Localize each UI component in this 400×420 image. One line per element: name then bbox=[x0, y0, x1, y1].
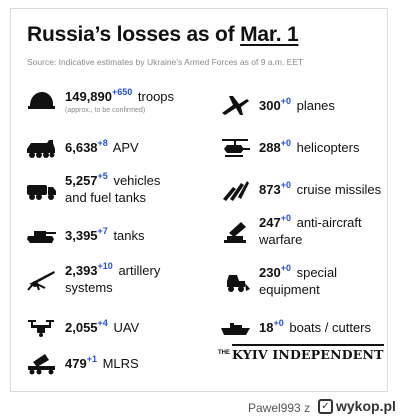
infographic-card: Russia’s losses as of Mar. 1 Source: Ind… bbox=[10, 8, 388, 392]
author-credit[interactable]: Pawel993 z bbox=[248, 401, 311, 415]
stat-special-equipment: 230+0 special equipment bbox=[219, 263, 337, 298]
apv-icon bbox=[25, 135, 57, 161]
stat-cruise-missiles: 873+0 cruise missiles bbox=[219, 177, 381, 203]
wykop-mark-icon: ✓ bbox=[318, 398, 333, 414]
anti-aircraft-icon bbox=[219, 219, 251, 245]
stat-vehicles: 5,257+5 vehicles and fuel tanks bbox=[25, 171, 160, 206]
stat-troops: 149,890+650 troops (approx., to be confi… bbox=[25, 87, 174, 115]
stat-uav: 2,055+4 UAV bbox=[25, 315, 139, 341]
stat-apv: 6,638+8 APV bbox=[25, 135, 139, 161]
kyiv-independent-logo: THE KYIV INDEPENDENT bbox=[218, 344, 384, 362]
artillery-icon bbox=[25, 267, 57, 293]
stat-planes: 300+0 planes bbox=[219, 93, 335, 119]
helicopter-icon bbox=[219, 135, 251, 161]
mlrs-icon bbox=[25, 351, 57, 377]
footer-bar bbox=[0, 392, 400, 420]
boat-icon bbox=[219, 315, 251, 341]
stat-tanks: 3,395+7 tanks bbox=[25, 223, 145, 249]
special-equipment-icon bbox=[219, 269, 251, 295]
drone-icon bbox=[25, 315, 57, 341]
stat-anti-aircraft: 247+0 anti-aircraft warfare bbox=[219, 213, 362, 248]
page-title: Russia’s losses as of Mar. 1 bbox=[27, 23, 299, 46]
title-date: Mar. 1 bbox=[240, 23, 299, 46]
missile-icon bbox=[219, 177, 251, 203]
source-note: Source: Indicative estimates by Ukraine’… bbox=[27, 57, 304, 67]
tank-icon bbox=[25, 223, 57, 249]
stat-helicopters: 288+0 helicopters bbox=[219, 135, 359, 161]
stat-boats: 18+0 boats / cutters bbox=[219, 315, 371, 341]
truck-icon bbox=[25, 177, 57, 203]
plane-icon bbox=[219, 93, 251, 119]
stat-artillery: 2,393+10 artillery systems bbox=[25, 261, 160, 296]
wykop-logo[interactable]: ✓ wykop.pl bbox=[318, 398, 396, 414]
stat-mlrs: 479+1 MLRS bbox=[25, 351, 139, 377]
helmet-icon bbox=[25, 89, 57, 115]
